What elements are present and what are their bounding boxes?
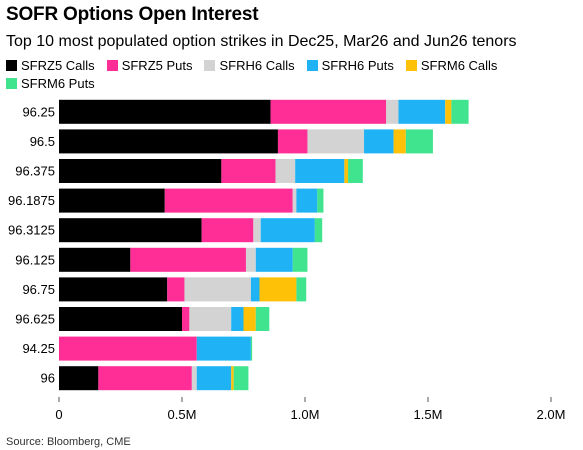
bar-segment [59, 159, 222, 183]
bar-segment [270, 99, 387, 124]
bar-segment [59, 277, 168, 302]
chart-title: SOFR Options Open Interest [6, 4, 259, 25]
chart-subtitle: Top 10 most populated option strikes in … [6, 33, 517, 50]
bar-segment [196, 366, 232, 391]
bar-segment [164, 188, 293, 213]
bar-segment [292, 188, 297, 213]
bar-segment [259, 277, 297, 302]
y-tick-label: 96 [41, 371, 55, 386]
x-tick-label: 0.5M [168, 407, 197, 422]
bar-segment [245, 247, 256, 272]
bar-segment [405, 129, 433, 154]
bar-segment [255, 307, 270, 331]
bar-segment [253, 218, 261, 243]
x-tick-label: 1.0M [291, 407, 320, 422]
bar-segment [59, 247, 131, 272]
legend-label: SFRH6 Calls [219, 58, 295, 73]
bar-segment [196, 336, 251, 361]
bar-segment [191, 366, 197, 391]
legend-item: SFRM6 Puts [6, 75, 95, 92]
legend-swatch [106, 60, 118, 71]
bar-segment [231, 366, 234, 391]
y-tick-label: 96.125 [15, 252, 55, 267]
bar-segment [221, 159, 276, 183]
y-tick-label: 96.5 [30, 134, 55, 149]
bar-segment [59, 336, 197, 361]
bar-segment [167, 277, 185, 302]
y-tick-label: 96.375 [15, 164, 55, 179]
bar-segment [59, 366, 99, 391]
y-tick-label: 96.25 [22, 104, 55, 119]
x-tick-label: 0 [55, 407, 62, 422]
x-tick-label: 1.5M [414, 407, 443, 422]
bar-segment [445, 99, 452, 124]
bar-segment [250, 277, 260, 302]
bar-segment [393, 129, 406, 154]
bar-segment [189, 307, 232, 331]
bar-segment [59, 218, 202, 243]
bar-segment [231, 307, 244, 331]
bar-segment [59, 188, 165, 213]
legend-swatch [204, 60, 216, 71]
y-tick-label: 96.625 [15, 312, 55, 327]
bar-segment [398, 99, 446, 124]
bar-segment [296, 277, 307, 302]
source-note: Source: Bloomberg, CME [6, 436, 131, 448]
legend-item: SFRZ5 Calls [6, 57, 95, 74]
bar-segment [314, 218, 323, 243]
y-tick-label: 96.1875 [8, 193, 55, 208]
bar-segment [277, 129, 308, 154]
legend-swatch [6, 78, 17, 89]
bar-segment [255, 247, 293, 272]
bar-segment [201, 218, 254, 243]
x-tick-label: 2.0M [537, 407, 566, 422]
bar-segment [98, 366, 192, 391]
legend-item: SFRM6 Calls [405, 57, 498, 74]
bar-segment [184, 277, 251, 302]
legend-swatch [405, 60, 417, 71]
bar-segment [260, 218, 315, 243]
bar-segment [295, 159, 345, 183]
bar-segment [296, 188, 318, 213]
bar-segment [292, 247, 308, 272]
chart-legend: SFRZ5 Calls SFRZ5 Puts SFRH6 Calls SFRH6 Pu… [6, 57, 526, 93]
y-tick-label: 96.75 [22, 282, 55, 297]
bar-segment [130, 247, 246, 272]
bar-segment [275, 159, 296, 183]
y-tick-label: 94.25 [22, 341, 55, 356]
bar-segment [364, 129, 394, 154]
bar-segment [317, 188, 324, 213]
bar-segment [59, 99, 271, 124]
bar-segment [182, 307, 190, 331]
y-tick-label: 96.3125 [8, 223, 55, 238]
legend-label: SFRH6 Puts [321, 58, 394, 73]
legend-label: SFRM6 Puts [21, 76, 95, 91]
legend-label: SFRZ5 Puts [121, 58, 193, 73]
bar-segment [233, 366, 249, 391]
legend-swatch [306, 60, 318, 71]
bar-segment [344, 159, 349, 183]
legend-item: SFRH6 Calls [204, 57, 295, 74]
legend-item: SFRH6 Puts [306, 57, 394, 74]
bar-segment [307, 129, 365, 154]
legend-item: SFRZ5 Puts [106, 57, 193, 74]
bar-segment [250, 336, 253, 361]
bar-segment [243, 307, 256, 331]
bar-segment [386, 99, 399, 124]
legend-swatch [6, 60, 17, 71]
legend-label: SFRM6 Calls [420, 58, 498, 73]
bar-segment [348, 159, 363, 183]
bar-segment [59, 129, 278, 154]
legend-label: SFRZ5 Calls [21, 58, 95, 73]
bar-segment [451, 99, 469, 124]
bar-segment [59, 307, 182, 331]
